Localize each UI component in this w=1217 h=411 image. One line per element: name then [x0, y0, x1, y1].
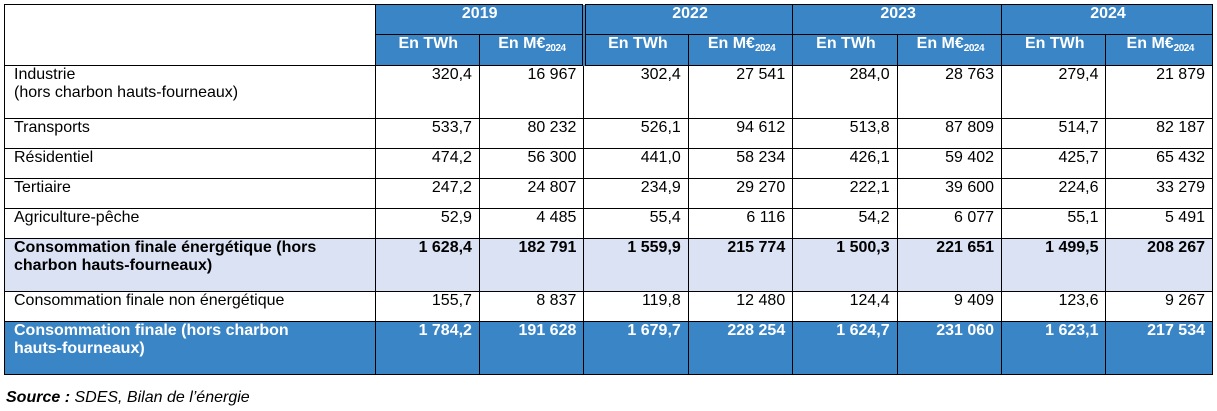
- unit-header-twh: En TWh: [792, 34, 898, 66]
- table-cell: 1 559,9: [583, 238, 689, 292]
- table-cell: 191 628: [478, 321, 585, 375]
- table-cell: 228 254: [687, 321, 794, 375]
- table-cell: 221 651: [896, 238, 1003, 292]
- table-cell: 87 809: [896, 118, 1003, 149]
- table-cell: 1 623,1: [1001, 321, 1107, 375]
- row-label: Industrie (hors charbon hauts-fourneaux): [4, 65, 376, 119]
- table-cell: 514,7: [1001, 118, 1107, 149]
- unit-header-twh: En TWh: [1001, 34, 1107, 66]
- source-note: Source : SDES, Bilan de l’énergie: [6, 389, 250, 406]
- year-header-2023: 2023: [792, 4, 1003, 35]
- row-label: Consommation finale non énergétique: [4, 291, 376, 322]
- table-row-transports: Transports 533,7 80 232 526,1 94 612 513…: [4, 118, 1213, 149]
- table-cell: 247,2: [374, 178, 480, 209]
- table-cell: 16 967: [478, 65, 585, 119]
- row-label: Transports: [4, 118, 376, 149]
- table-cell: 224,6: [1001, 178, 1107, 209]
- unit-header-meur: En M€2024: [687, 34, 794, 66]
- table-row-subtotal-energetique: Consommation finale énergétique (hors cha…: [4, 238, 1213, 292]
- table-cell: 1 499,5: [1001, 238, 1107, 292]
- table-cell: 8 837: [478, 291, 585, 322]
- table-cell: 1 628,4: [374, 238, 480, 292]
- table-cell: 5 491: [1105, 208, 1213, 239]
- row-label: Tertiaire: [4, 178, 376, 209]
- table-cell: 182 791: [478, 238, 585, 292]
- table-cell: 28 763: [896, 65, 1003, 119]
- table-cell: 208 267: [1105, 238, 1213, 292]
- table-cell: 12 480: [687, 291, 794, 322]
- table-cell: 82 187: [1105, 118, 1213, 149]
- table-row-agriculture: Agriculture-pêche 52,9 4 485 55,4 6 116 …: [4, 208, 1213, 239]
- table-cell: 80 232: [478, 118, 585, 149]
- table-cell: 425,7: [1001, 148, 1107, 179]
- table-cell: 123,6: [1001, 291, 1107, 322]
- row-label: Agriculture-pêche: [4, 208, 376, 239]
- unit-header-meur: En M€2024: [1105, 34, 1213, 66]
- table-cell: 533,7: [374, 118, 480, 149]
- table-row-non-energetique: Consommation finale non énergétique 155,…: [4, 291, 1213, 322]
- unit-header-twh: En TWh: [374, 34, 480, 66]
- table-cell: 24 807: [478, 178, 585, 209]
- year-header-2019: 2019: [374, 4, 585, 35]
- unit-header-meur: En M€2024: [478, 34, 585, 66]
- table-row-total: Consommation finale (hors charbon hauts-f…: [4, 321, 1213, 375]
- table-cell: 217 534: [1105, 321, 1213, 375]
- table-cell: 52,9: [374, 208, 480, 239]
- table-cell: 21 879: [1105, 65, 1213, 119]
- table-cell: 55,1: [1001, 208, 1107, 239]
- row-label: Consommation finale énergétique (hors cha…: [4, 238, 376, 292]
- unit-header-meur: En M€2024: [896, 34, 1003, 66]
- table-cell: 1 624,7: [792, 321, 898, 375]
- table-cell: 6 077: [896, 208, 1003, 239]
- table-cell: 234,9: [583, 178, 689, 209]
- table-cell: 279,4: [1001, 65, 1107, 119]
- table-cell: 4 485: [478, 208, 585, 239]
- table-cell: 94 612: [687, 118, 794, 149]
- unit-header-twh: En TWh: [581, 34, 689, 66]
- table-cell: 33 279: [1105, 178, 1213, 209]
- table-row-tertiaire: Tertiaire 247,2 24 807 234,9 29 270 222,…: [4, 178, 1213, 209]
- table-cell: 9 267: [1105, 291, 1213, 322]
- year-header-2022: 2022: [581, 4, 794, 35]
- table-cell: 302,4: [583, 65, 689, 119]
- table-cell: 155,7: [374, 291, 480, 322]
- table-cell: 39 600: [896, 178, 1003, 209]
- table-cell: 124,4: [792, 291, 898, 322]
- table-cell: 54,2: [792, 208, 898, 239]
- table-cell: 29 270: [687, 178, 794, 209]
- energy-consumption-table: 2019 2022 2023 2024 En TWh En M€2024 En …: [4, 4, 1213, 375]
- table-cell: 222,1: [792, 178, 898, 209]
- table-cell: 27 541: [687, 65, 794, 119]
- table-cell: 65 432: [1105, 148, 1213, 179]
- table-cell: 474,2: [374, 148, 480, 179]
- table-cell: 1 784,2: [374, 321, 480, 375]
- year-header-2024: 2024: [1001, 4, 1213, 35]
- row-label: Consommation finale (hors charbon hauts-f…: [4, 321, 376, 375]
- table-cell: 58 234: [687, 148, 794, 179]
- table-cell: 284,0: [792, 65, 898, 119]
- table-cell: 426,1: [792, 148, 898, 179]
- table-cell: 1 500,3: [792, 238, 898, 292]
- header-corner: [4, 4, 376, 66]
- table-cell: 55,4: [583, 208, 689, 239]
- table-cell: 441,0: [583, 148, 689, 179]
- table-cell: 1 679,7: [583, 321, 689, 375]
- row-label: Résidentiel: [4, 148, 376, 179]
- table-cell: 9 409: [896, 291, 1003, 322]
- table-cell: 513,8: [792, 118, 898, 149]
- table-row-industrie: Industrie (hors charbon hauts-fourneaux) …: [4, 65, 1213, 119]
- table-cell: 59 402: [896, 148, 1003, 179]
- table-cell: 119,8: [583, 291, 689, 322]
- table-cell: 6 116: [687, 208, 794, 239]
- table-cell: 320,4: [374, 65, 480, 119]
- table-cell: 231 060: [896, 321, 1003, 375]
- table-cell: 56 300: [478, 148, 585, 179]
- table-cell: 526,1: [583, 118, 689, 149]
- table-row-residentiel: Résidentiel 474,2 56 300 441,0 58 234 42…: [4, 148, 1213, 179]
- table-cell: 215 774: [687, 238, 794, 292]
